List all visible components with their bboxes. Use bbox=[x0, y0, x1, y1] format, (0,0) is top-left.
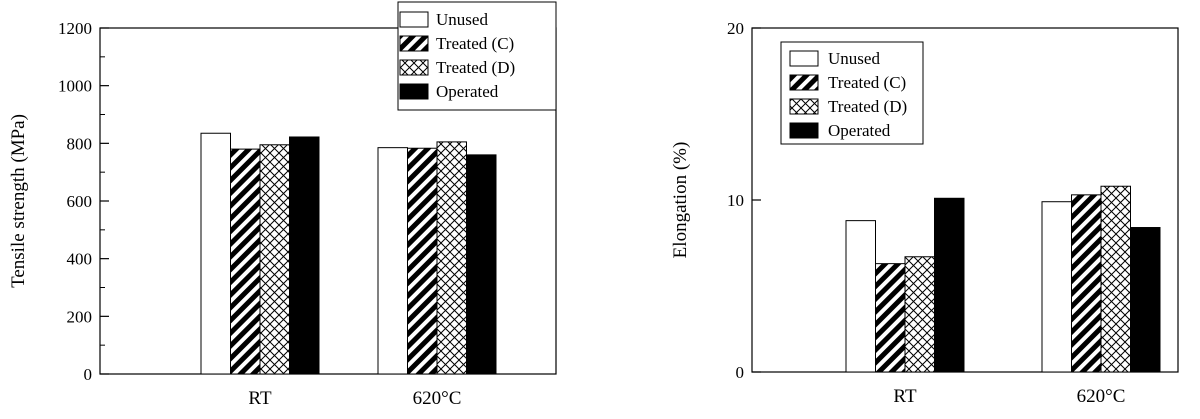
bar-operated-620-c bbox=[1130, 227, 1161, 373]
legend-label-unused: Unused bbox=[436, 10, 488, 29]
y-tick-label: 200 bbox=[67, 307, 93, 326]
y-tick-label: 600 bbox=[67, 192, 93, 211]
bar-treated-d-620-c bbox=[1100, 185, 1131, 373]
x-category-label: RT bbox=[248, 388, 272, 409]
legend-swatch-treated-d bbox=[789, 98, 819, 115]
y-tick-label: 1000 bbox=[58, 77, 92, 96]
x-category-label: 620°C bbox=[1077, 386, 1126, 407]
bar-unused-620-c bbox=[1041, 201, 1072, 373]
legend-label-treated-c: Treated (C) bbox=[828, 73, 906, 92]
y-tick-label: 800 bbox=[67, 134, 93, 153]
legend-label-unused: Unused bbox=[828, 49, 880, 68]
y-axis-title: Tensile strength (MPa) bbox=[8, 114, 29, 288]
legend-swatch-unused bbox=[399, 11, 429, 28]
bar-operated-620-c bbox=[466, 154, 497, 375]
bar-operated-rt bbox=[289, 136, 320, 375]
legend-label-operated: Operated bbox=[828, 121, 891, 140]
y-tick-label: 20 bbox=[727, 19, 744, 38]
bar-unused-rt bbox=[845, 220, 876, 373]
bar-treated-c-rt bbox=[875, 263, 906, 373]
bar-treated-d-620-c bbox=[436, 141, 467, 375]
elongation-chart: 0 10 20 Elongation (%) RT 620°C Unused Treated … bbox=[670, 19, 1179, 407]
y-tick-label: 400 bbox=[67, 250, 93, 269]
legend-label-treated-d: Treated (D) bbox=[828, 97, 907, 116]
y-tick-label: 0 bbox=[736, 363, 745, 382]
legend-swatch-operated bbox=[399, 83, 429, 100]
legend-swatch-operated bbox=[789, 122, 819, 139]
bar-treated-c-620-c bbox=[1071, 194, 1102, 373]
y-tick-label: 0 bbox=[84, 365, 93, 384]
y-tick-label: 10 bbox=[727, 191, 744, 210]
bar-treated-d-rt bbox=[259, 144, 290, 375]
legend-label-treated-c: Treated (C) bbox=[436, 34, 514, 53]
legend-label-treated-d: Treated (D) bbox=[436, 58, 515, 77]
bar-unused-rt bbox=[200, 132, 231, 375]
legend-label-operated: Operated bbox=[436, 82, 499, 101]
legend-swatch-treated-c bbox=[789, 74, 819, 91]
bar-unused-620-c bbox=[377, 147, 408, 375]
bar-operated-rt bbox=[934, 197, 965, 373]
bar-treated-c-rt bbox=[230, 148, 261, 375]
y-tick-label: 1200 bbox=[58, 19, 92, 38]
tensile-strength-chart: 0 200 400 600 800 1000 1200 Tensile strength (M… bbox=[8, 1, 557, 409]
y-axis-title: Elongation (%) bbox=[670, 142, 691, 259]
x-category-label: 620°C bbox=[413, 388, 462, 409]
legend-swatch-unused bbox=[789, 50, 819, 67]
legend-swatch-treated-d bbox=[399, 59, 429, 76]
legend-swatch-treated-c bbox=[399, 35, 429, 52]
bar-treated-c-620-c bbox=[407, 147, 438, 375]
x-category-label: RT bbox=[893, 386, 917, 407]
bar-treated-d-rt bbox=[904, 256, 935, 373]
